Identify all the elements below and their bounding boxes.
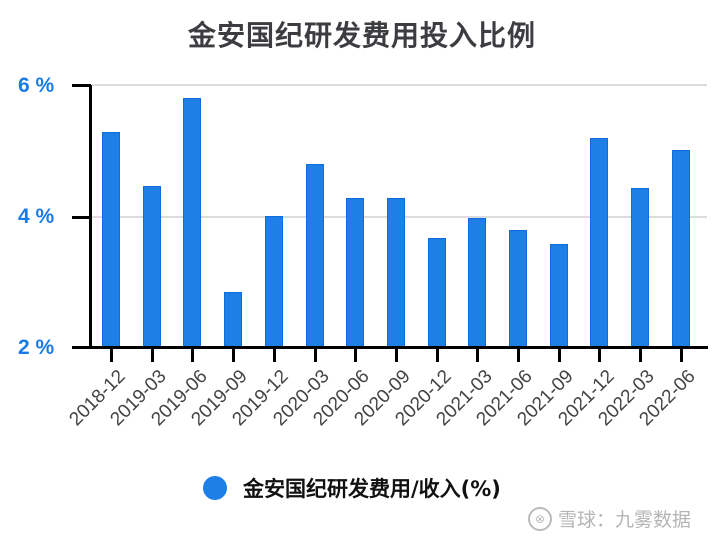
x-tick-mark: [232, 348, 236, 362]
y-tick-label-4: 4 %: [18, 205, 55, 228]
y-tick-mark-6: [72, 84, 91, 87]
x-tick-mark: [517, 348, 520, 362]
x-tick-mark: [110, 348, 113, 362]
x-tick-mark: [679, 348, 683, 362]
y-tick-label-6: 6 %: [18, 74, 55, 97]
bar-2020-09: [386, 198, 405, 347]
watermark-text: 雪球：九雾数据: [558, 509, 692, 531]
bar-2022-03: [631, 187, 650, 347]
x-axis-line: [72, 346, 708, 349]
bar-2019-03: [142, 185, 161, 347]
chart-title: 金安国纪研发费用投入比例: [187, 19, 536, 52]
bar-2019-06: [183, 98, 202, 347]
x-tick-mark: [394, 348, 398, 362]
bar-2019-09: [224, 291, 243, 347]
y-tick-label-2: 2 %: [18, 336, 55, 359]
xueqiu-logo-icon: ⊗: [528, 506, 552, 531]
bar-2021-06: [509, 229, 527, 347]
x-tick-mark: [476, 348, 480, 362]
bar-2019-12: [264, 216, 283, 347]
x-tick-mark: [150, 348, 154, 362]
gridline-6: [92, 84, 707, 86]
x-tick-mark: [435, 348, 439, 362]
x-tick-mark: [313, 348, 317, 362]
watermark: ⊗ 雪球：九雾数据: [528, 505, 691, 532]
x-tick-mark: [639, 348, 643, 362]
bar-2021-03: [468, 217, 487, 347]
legend: 金安国纪研发费用/收入(%): [203, 473, 501, 503]
bar-2022-06: [671, 149, 690, 347]
x-tick-mark: [354, 348, 358, 362]
bar-2020-12: [427, 238, 446, 347]
x-tick-mark: [191, 348, 195, 362]
x-tick-mark: [272, 348, 276, 362]
bar-2020-03: [305, 164, 324, 347]
bar-2021-12: [590, 138, 609, 347]
x-tick-mark: [557, 348, 561, 362]
bar-2021-09: [549, 244, 568, 347]
y-tick-mark-4: [72, 216, 91, 219]
legend-label: 金安国纪研发费用/收入(%): [243, 477, 501, 501]
bar-2018-12: [102, 132, 120, 347]
bar-2020-06: [346, 198, 365, 347]
y-axis-line: [89, 85, 92, 349]
legend-marker-icon: [203, 476, 227, 500]
x-tick-mark: [598, 348, 602, 362]
